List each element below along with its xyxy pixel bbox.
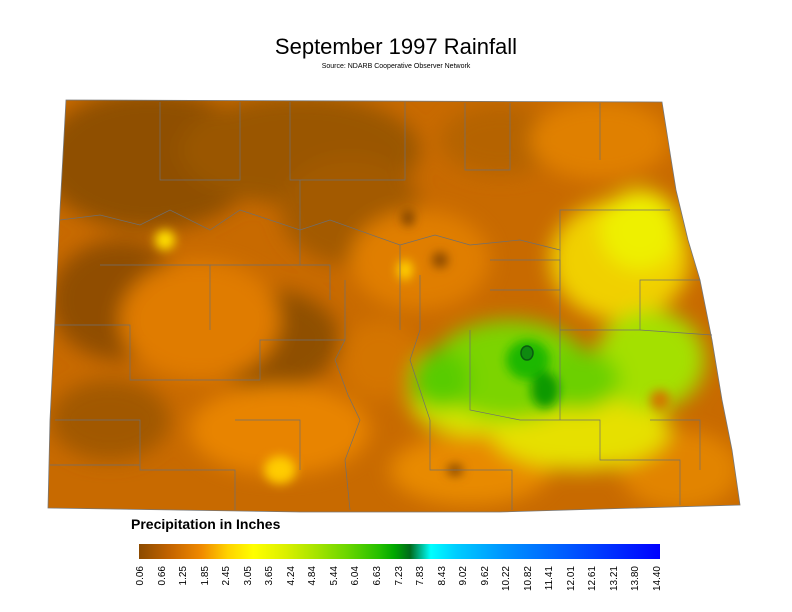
legend-tick-label: 12.01 xyxy=(565,566,577,592)
legend-tick-label: 14.40 xyxy=(652,566,663,592)
legend-tick-label: 9.02 xyxy=(458,566,470,586)
map-subtitle: Source: NDARB Cooperative Observer Netwo… xyxy=(321,63,471,70)
legend-tick-label: 13.80 xyxy=(630,566,642,592)
legend-tick-label: 13.21 xyxy=(608,566,620,592)
legend-tick-label: 6.63 xyxy=(371,566,383,586)
legend-tick-label: 11.41 xyxy=(544,566,556,591)
legend-tick-label: 2.45 xyxy=(221,566,233,586)
legend-tick-label: 4.24 xyxy=(285,566,297,586)
rainfall-surface xyxy=(48,100,740,512)
legend-tick-label: 7.23 xyxy=(393,566,405,586)
legend-tick-label: 12.61 xyxy=(587,566,599,592)
county-lines xyxy=(50,102,713,511)
legend-tick-label: 1.85 xyxy=(199,566,211,586)
legend-tick-label: 5.44 xyxy=(328,566,340,586)
legend-tick-label: 1.25 xyxy=(178,566,190,586)
legend-tick-label: 7.83 xyxy=(415,566,427,586)
legend-tick-label: 8.43 xyxy=(436,566,448,586)
legend-title: Precipitation in Inches xyxy=(131,516,281,532)
legend-tick-label: 3.05 xyxy=(242,566,254,586)
legend-tick-label: 10.82 xyxy=(522,566,534,592)
legend-tick-label: 0.66 xyxy=(156,566,168,586)
map-title: September 1997 Rainfall xyxy=(274,34,518,59)
legend-tick-label: 6.04 xyxy=(350,566,362,586)
legend-tick-label: 10.22 xyxy=(501,566,513,592)
legend-tick-label: 9.62 xyxy=(479,566,491,586)
legend-tick-label: 4.84 xyxy=(307,566,319,586)
legend-color-ramp xyxy=(139,544,660,559)
legend-tick-label: 0.06 xyxy=(135,566,146,586)
state-boundary xyxy=(47,99,741,513)
legend-tick-label: 3.65 xyxy=(264,566,276,586)
